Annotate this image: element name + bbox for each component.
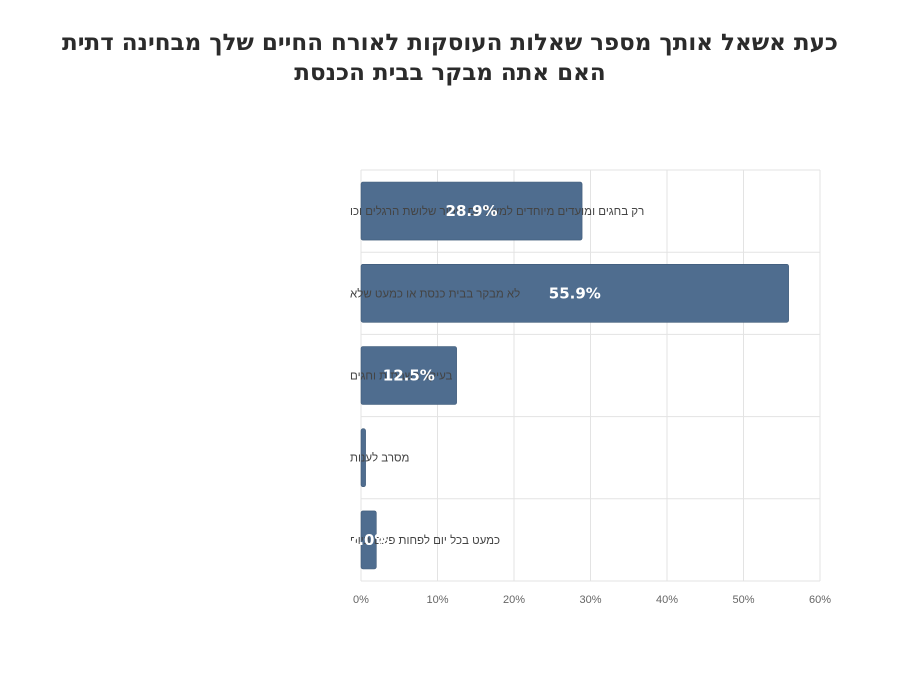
chart-title-line-2: האם אתה מבקר בבית הכנסת [294, 60, 606, 86]
bar [360, 346, 457, 405]
x-tick-label: 30% [579, 594, 601, 606]
data-label: 28.9% [446, 202, 498, 220]
data-label: 2.0% [348, 531, 390, 549]
x-tick-label: 20% [503, 594, 525, 606]
category-label: רק בחגים ומועדים מיוחדים למשל יום כיפור … [350, 205, 644, 218]
data-label: 12.5% [383, 367, 435, 385]
x-tick-label: 50% [732, 594, 754, 606]
data-label: 55.9% [549, 284, 601, 302]
x-tick-label: 0% [353, 594, 369, 606]
bar [360, 428, 366, 488]
bar [360, 510, 377, 570]
x-tick-label: 60% [809, 594, 831, 606]
bar [360, 181, 583, 241]
bar [360, 263, 789, 323]
category-label: בעיקר בשבתות וחגים [350, 371, 453, 383]
category-label: מסרב לענות [350, 452, 409, 465]
chart-title: כעת אשאל אותך מספר שאלות העוסקות לאורח ה… [0, 28, 900, 88]
x-tick-label: 10% [426, 594, 448, 606]
category-label: כמעט בכל יום לפחות פעם ביום [350, 534, 500, 547]
chart-title-line-1: כעת אשאל אותך מספר שאלות העוסקות לאורח ה… [62, 30, 838, 56]
category-label: לא מבקר בבית כנסת או כמעט שלא [350, 287, 520, 300]
x-tick-label: 40% [656, 594, 678, 606]
